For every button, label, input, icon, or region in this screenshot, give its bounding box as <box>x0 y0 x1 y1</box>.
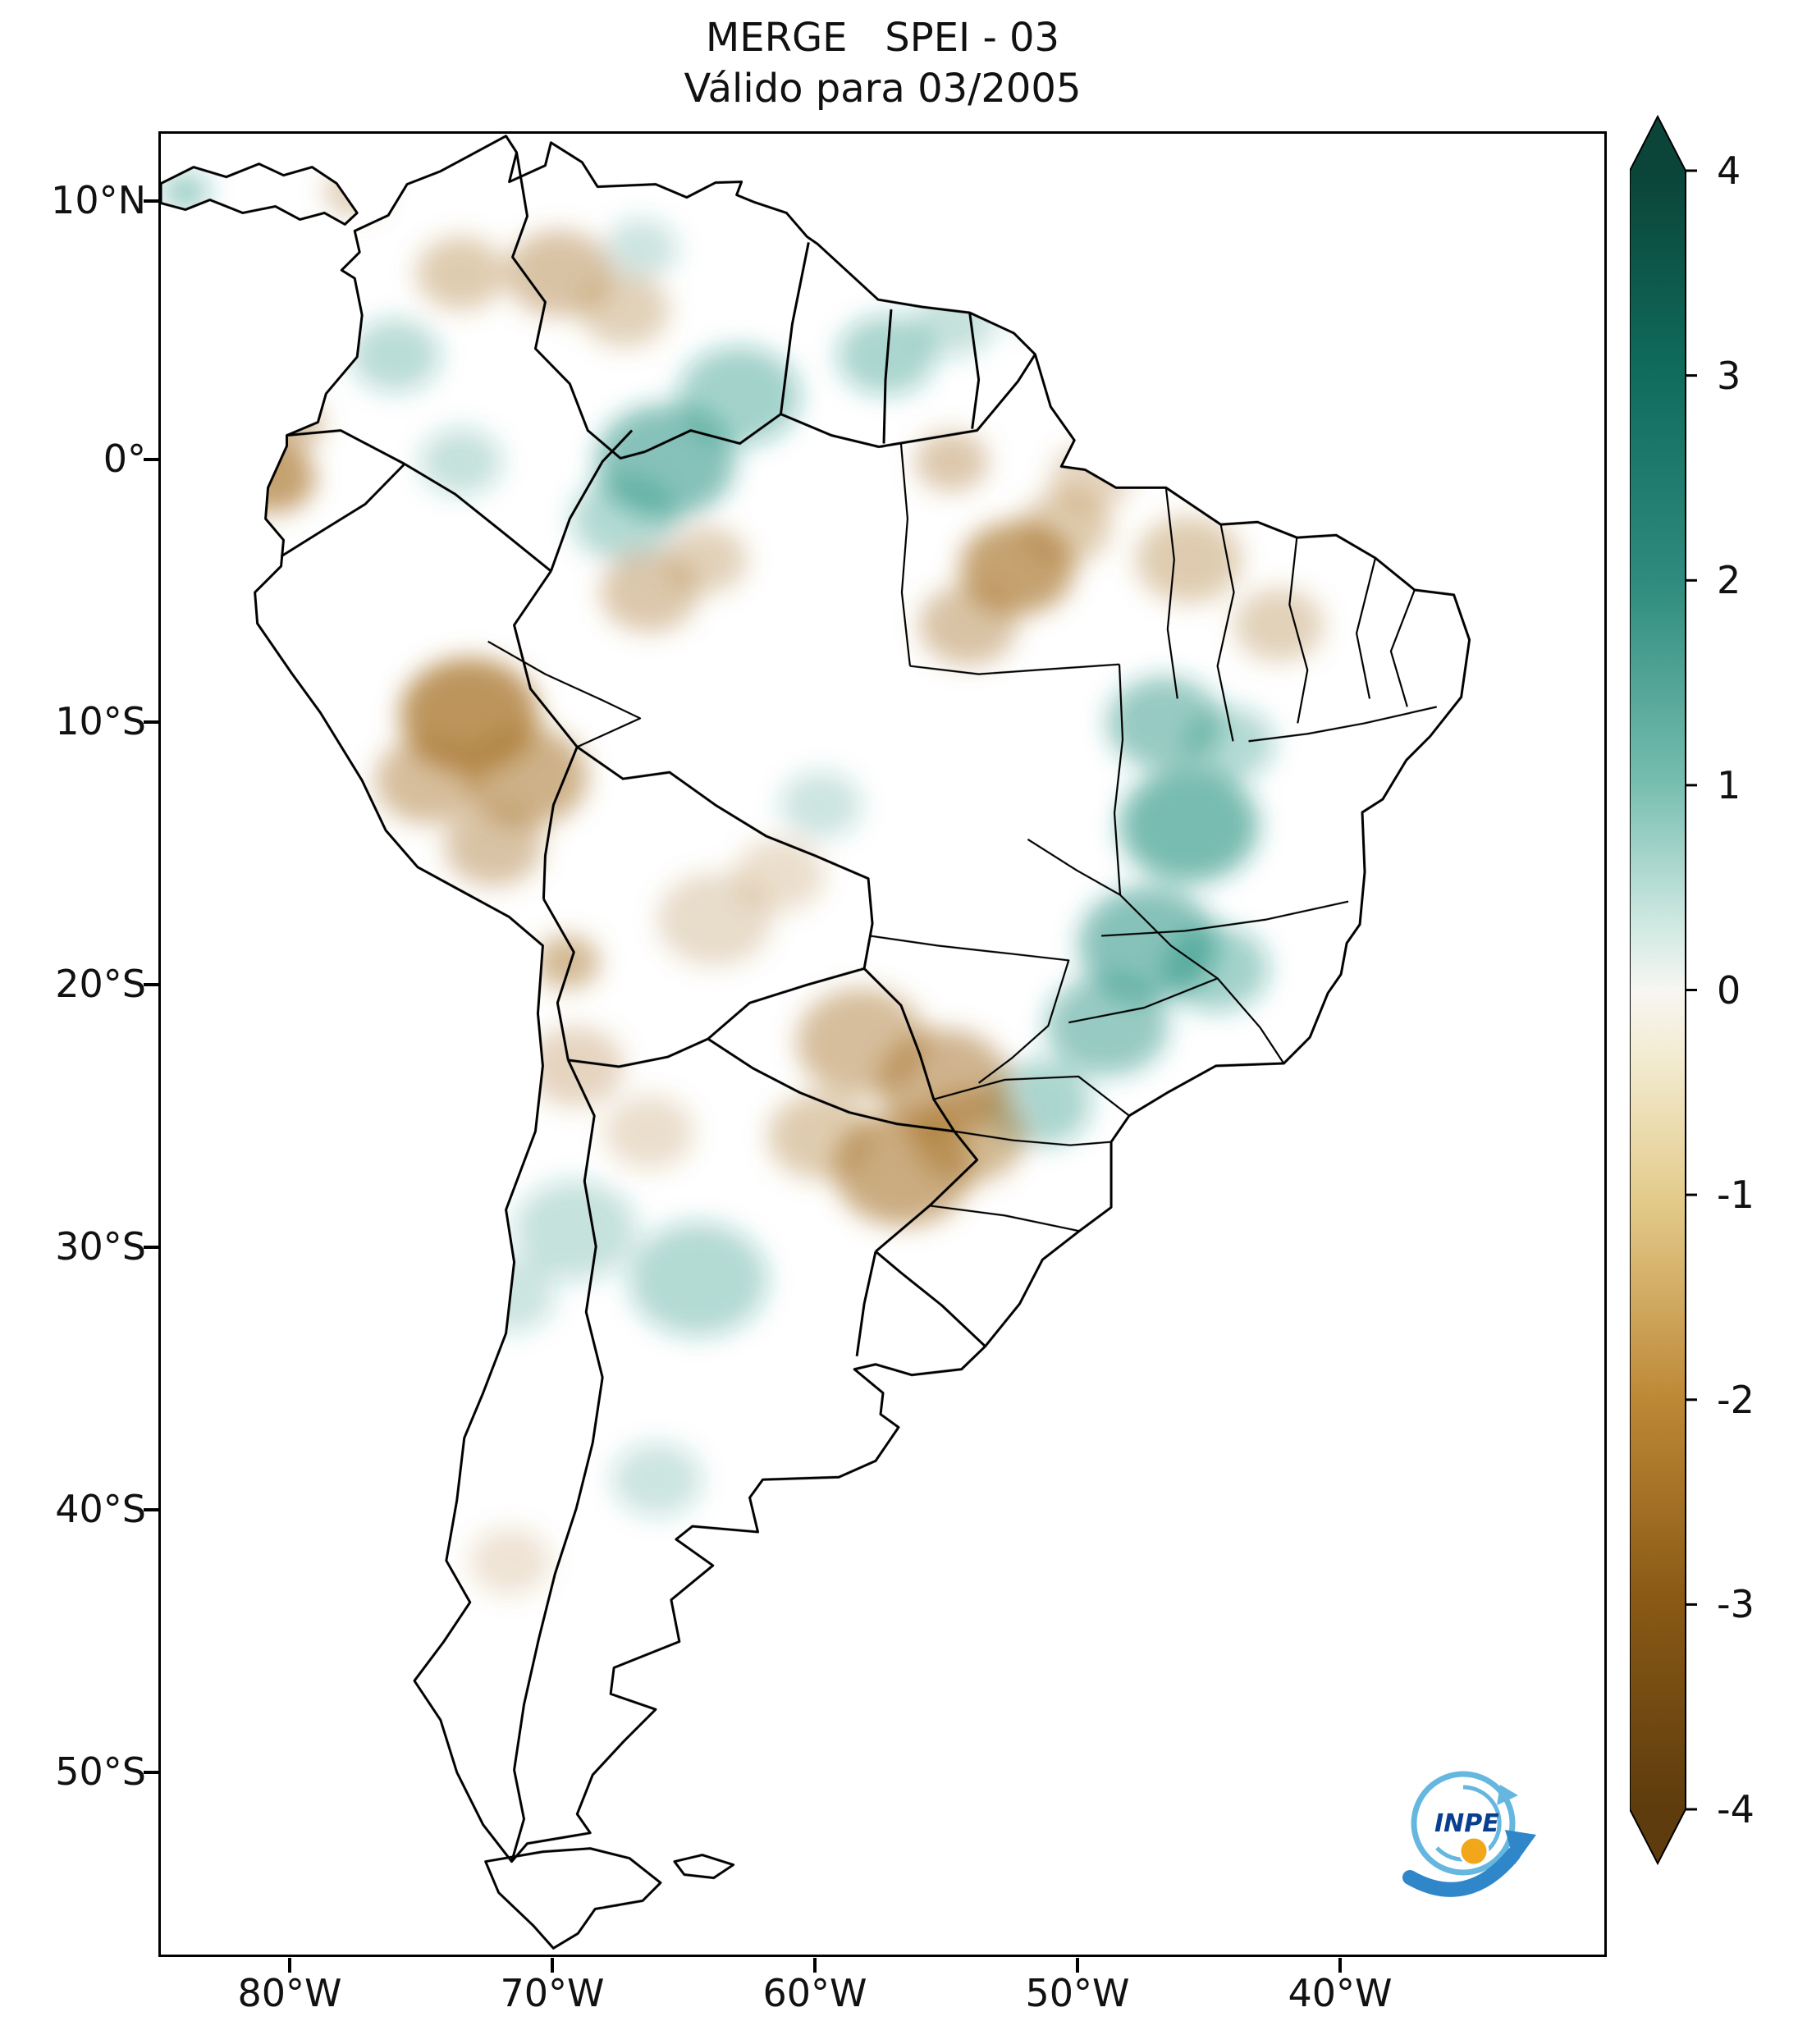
lat-tick-label: 40°S <box>55 1487 146 1531</box>
lon-tick-mark <box>1076 1958 1079 1973</box>
anomaly-blob <box>665 526 748 593</box>
colorbar-tick-label: -1 <box>1717 1173 1755 1217</box>
lat-tick-label: 0° <box>103 437 146 481</box>
anomaly-blob <box>612 1443 702 1517</box>
colorbar-tick-label: -2 <box>1717 1378 1755 1422</box>
anomaly-blob <box>910 1089 1026 1183</box>
colorbar <box>1630 115 1697 1866</box>
anomaly-blob <box>350 318 441 392</box>
anomaly-blob <box>657 872 772 967</box>
colorbar-bar <box>1630 115 1686 1866</box>
anomaly-blob <box>767 1092 875 1180</box>
anomaly-blob <box>1050 444 1132 512</box>
anomaly-blob <box>1162 925 1270 1013</box>
anomaly-blob <box>514 1180 638 1281</box>
logo-swoosh-arrowhead <box>1505 1830 1536 1864</box>
anomaly-blob <box>918 584 1018 665</box>
colorbar-tick-label: 2 <box>1717 558 1741 602</box>
colorbar-tick-label: 4 <box>1717 149 1741 193</box>
anomaly-blob <box>604 218 678 280</box>
anomaly-blob <box>604 1095 694 1169</box>
anomaly-blob <box>579 273 670 347</box>
lat-tick-label: 10°N <box>51 178 146 222</box>
anomaly-blob <box>914 431 989 492</box>
map-panel <box>158 131 1607 1957</box>
anomaly-blob <box>1135 516 1242 603</box>
colorbar-tick-label: 1 <box>1717 763 1741 807</box>
anomaly-blob <box>469 1527 551 1595</box>
lat-tick-label: 50°S <box>55 1749 146 1794</box>
anomaly-blob <box>1000 264 1083 332</box>
lon-tick-label: 40°W <box>1288 1971 1393 2015</box>
colorbar-tick-label: -4 <box>1717 1787 1755 1831</box>
lat-tick-mark <box>144 983 158 986</box>
lat-tick-mark <box>144 458 158 461</box>
lat-tick-mark <box>144 1771 158 1774</box>
anomaly-blob <box>534 935 601 990</box>
lon-tick-mark <box>288 1958 291 1973</box>
lon-tick-mark <box>813 1958 817 1973</box>
state-borders <box>487 443 1437 1232</box>
anomaly-blob <box>526 1027 625 1107</box>
anomaly-blob <box>913 289 995 356</box>
anomaly-blob <box>464 726 588 826</box>
lon-tick-label: 80°W <box>237 1971 342 2015</box>
colorbar-tick-label: -3 <box>1717 1582 1755 1626</box>
lon-tick-label: 50°W <box>1025 1971 1130 2015</box>
logo-orbit-arrowhead <box>1497 1785 1518 1805</box>
lon-tick-mark <box>551 1958 554 1973</box>
logo-orange-dot <box>1458 1836 1489 1867</box>
anomaly-blob <box>1233 588 1324 662</box>
anomaly-blob <box>415 236 506 311</box>
lat-tick-label: 30°S <box>55 1224 146 1269</box>
inpe-logo: INPE <box>1402 1771 1536 1897</box>
anomaly-blob <box>1045 976 1169 1076</box>
lon-tick-label: 70°W <box>500 1971 605 2015</box>
logo-inner-orbit <box>1435 1785 1502 1862</box>
lon-tick-label: 60°W <box>762 1971 867 2015</box>
map-svg <box>161 135 1471 1950</box>
anomaly-blob <box>780 771 862 839</box>
country-borders <box>280 152 1036 1863</box>
lat-tick-mark <box>144 720 158 724</box>
anomaly-blob <box>1184 706 1275 781</box>
anomaly-blob <box>734 837 826 912</box>
chart-subtitle: Válido para 03/2005 <box>684 66 1082 112</box>
colorbar-tick-label: 3 <box>1717 354 1741 398</box>
lat-tick-mark <box>144 1246 158 1249</box>
anomaly-blob <box>161 171 210 213</box>
anomaly-blob <box>1119 768 1259 883</box>
colorbar-tick-marks <box>1686 169 1697 1811</box>
coastline <box>161 135 1471 1950</box>
lat-tick-mark <box>144 1508 158 1511</box>
logo-swoosh-arrow <box>1402 1847 1521 1897</box>
logo-text: INPE <box>1434 1809 1499 1838</box>
anomaly-blob <box>571 475 678 563</box>
colorbar-tick-label: 0 <box>1717 968 1741 1013</box>
lat-tick-mark <box>144 199 158 203</box>
lat-tick-label: 10°S <box>55 699 146 743</box>
lon-tick-mark <box>1338 1958 1342 1973</box>
anomaly-blob <box>375 737 482 824</box>
anomaly-blob <box>629 1222 768 1337</box>
anomaly-blob <box>419 428 502 496</box>
anomaly-blob <box>444 805 543 886</box>
chart-title: MERGE SPEI - 03 <box>705 15 1060 61</box>
lat-tick-label: 20°S <box>55 962 146 1006</box>
